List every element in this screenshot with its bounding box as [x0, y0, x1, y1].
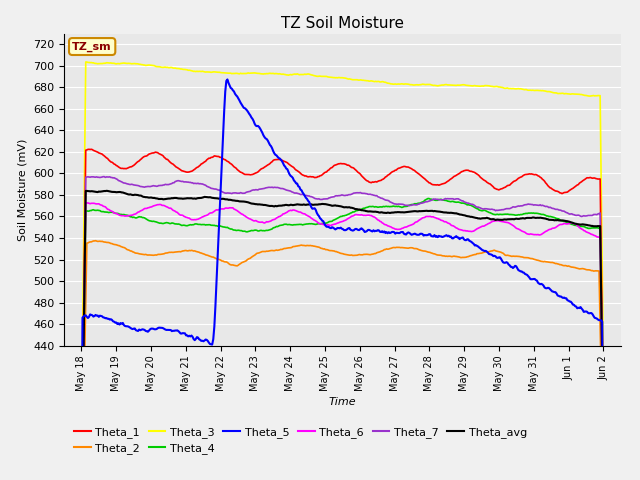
- Line: Theta_avg: Theta_avg: [81, 191, 604, 480]
- Line: Theta_5: Theta_5: [81, 80, 604, 480]
- Theta_4: [240, 228, 248, 234]
- Line: Theta_7: Theta_7: [81, 177, 604, 480]
- Theta_7: [600, 437, 607, 443]
- Theta_5: [223, 77, 231, 83]
- Line: Theta_2: Theta_2: [81, 241, 604, 480]
- Theta_5: [553, 290, 561, 296]
- Theta_2: [553, 261, 561, 266]
- Theta_7: [396, 201, 403, 207]
- Theta_6: [462, 228, 470, 234]
- Theta_7: [99, 174, 107, 180]
- Theta_2: [92, 238, 99, 244]
- Line: Theta_3: Theta_3: [81, 62, 604, 441]
- Theta_1: [553, 188, 561, 194]
- Theta_1: [241, 171, 249, 177]
- Theta_7: [241, 190, 249, 196]
- Theta_avg: [462, 213, 470, 219]
- Theta_avg: [396, 209, 403, 215]
- Line: Theta_1: Theta_1: [81, 149, 604, 480]
- Theta_1: [396, 165, 403, 171]
- Theta_3: [77, 438, 85, 444]
- Theta_3: [462, 83, 470, 88]
- Theta_3: [241, 71, 249, 76]
- Theta_avg: [600, 445, 607, 451]
- Theta_6: [84, 200, 92, 206]
- Theta_6: [299, 211, 307, 216]
- Theta_5: [371, 228, 378, 234]
- Line: Theta_6: Theta_6: [81, 203, 604, 480]
- Theta_4: [600, 447, 607, 453]
- Theta_2: [396, 244, 403, 250]
- Theta_4: [395, 204, 403, 209]
- Y-axis label: Soil Moisture (mV): Soil Moisture (mV): [17, 138, 28, 241]
- Theta_2: [462, 254, 470, 260]
- Text: TZ_sm: TZ_sm: [72, 41, 112, 52]
- Theta_3: [553, 90, 561, 96]
- Theta_avg: [241, 199, 249, 204]
- Theta_avg: [553, 217, 561, 223]
- Theta_3: [396, 81, 403, 87]
- Line: Theta_4: Theta_4: [81, 199, 604, 480]
- Theta_3: [82, 59, 90, 65]
- Theta_4: [298, 222, 305, 228]
- Theta_4: [553, 216, 561, 221]
- Theta_2: [299, 242, 307, 248]
- Theta_1: [600, 417, 607, 422]
- Theta_3: [299, 72, 307, 77]
- Theta_2: [241, 259, 249, 264]
- Theta_7: [553, 206, 561, 212]
- Theta_7: [462, 200, 470, 205]
- Legend: Theta_1, Theta_2, Theta_3, Theta_4, Theta_5, Theta_6, Theta_7, Theta_avg: Theta_1, Theta_2, Theta_3, Theta_4, Thet…: [70, 422, 531, 458]
- Title: TZ Soil Moisture: TZ Soil Moisture: [281, 16, 404, 31]
- Theta_6: [600, 453, 607, 458]
- Theta_4: [424, 196, 432, 202]
- Theta_avg: [299, 202, 307, 208]
- Theta_5: [396, 230, 403, 236]
- Theta_avg: [371, 209, 378, 215]
- X-axis label: Time: Time: [328, 397, 356, 407]
- Theta_6: [396, 227, 403, 232]
- Theta_6: [241, 213, 249, 219]
- Theta_7: [371, 192, 378, 198]
- Theta_3: [600, 364, 607, 370]
- Theta_5: [462, 237, 470, 243]
- Theta_2: [371, 251, 378, 256]
- Theta_1: [462, 168, 470, 173]
- Theta_3: [371, 79, 378, 84]
- Theta_avg: [102, 188, 110, 194]
- Theta_5: [299, 190, 307, 195]
- Theta_6: [553, 224, 561, 229]
- Theta_1: [88, 146, 95, 152]
- Theta_1: [371, 179, 378, 185]
- Theta_4: [370, 204, 378, 209]
- Theta_5: [241, 105, 249, 111]
- Theta_4: [462, 201, 470, 207]
- Theta_1: [299, 172, 307, 178]
- Theta_6: [371, 214, 378, 220]
- Theta_7: [299, 192, 307, 197]
